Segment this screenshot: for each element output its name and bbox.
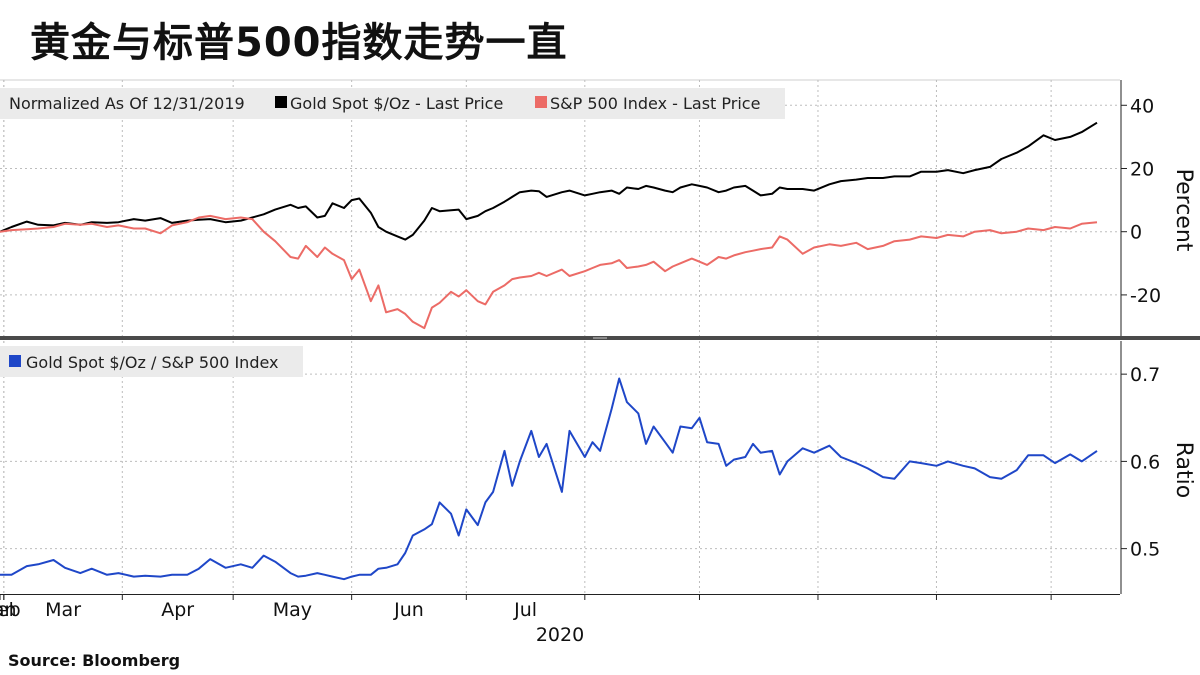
x-tick-label: May — [273, 599, 312, 621]
x-tick-label: Jul — [513, 599, 537, 621]
bottom-y-tick-label: 0.6 — [1130, 451, 1160, 473]
legend-label-spx: S&P 500 Index - Last Price — [550, 94, 760, 113]
legend-label-ratio: Gold Spot $/Oz / S&P 500 Index — [26, 353, 279, 372]
legend-label-gold: Gold Spot $/Oz - Last Price — [290, 94, 503, 113]
x-tick-label: Mar — [45, 599, 81, 621]
x-ticks: JanFeb Mar Apr May Jun Jul — [0, 594, 1052, 621]
bottom-panel-grid — [0, 341, 1120, 594]
legend-swatch-gold — [275, 96, 287, 108]
top-y-tick-label: -20 — [1130, 285, 1161, 307]
bottom-series-line-0 — [0, 377, 1098, 581]
top-y-axis-title: Percent — [1171, 169, 1196, 252]
top-legend-background — [0, 88, 785, 119]
top-y-tick-label: 20 — [1130, 158, 1154, 180]
top-y-tick-label: 0 — [1130, 222, 1142, 244]
bottom-legend-background — [0, 346, 303, 377]
x-tick-label: Jun — [393, 599, 424, 621]
x-tick-label: Feb — [0, 599, 21, 621]
top-panel-series — [0, 121, 1098, 330]
x-tick-label: Jan — [0, 599, 17, 621]
legend-swatch-ratio — [9, 355, 21, 367]
top-y-ticks: 40 20 0 -20 — [1121, 95, 1161, 307]
x-year-label: 2020 — [536, 624, 584, 646]
top-series-line-1 — [0, 214, 1098, 330]
bottom-y-ticks: 0.7 0.6 0.5 — [1121, 364, 1160, 561]
source-note: Source: Bloomberg — [8, 651, 181, 670]
top-legend: Normalized As Of 12/31/2019 Gold Spot $/… — [0, 88, 785, 119]
top-series-line-0 — [0, 121, 1098, 241]
chart-title: 黄金与标普500指数走势一直 — [30, 20, 568, 66]
bottom-y-axis-title: Ratio — [1171, 442, 1196, 498]
x-tick-label: Apr — [161, 599, 194, 621]
legend-swatch-spx — [535, 96, 547, 108]
bottom-panel-series — [0, 377, 1098, 581]
bottom-legend: Gold Spot $/Oz / S&P 500 Index — [0, 346, 303, 377]
top-legend-normalized-label: Normalized As Of 12/31/2019 — [9, 94, 245, 113]
bottom-y-tick-label: 0.5 — [1130, 539, 1160, 561]
top-y-tick-label: 40 — [1130, 95, 1154, 117]
bottom-y-tick-label: 0.7 — [1130, 364, 1160, 386]
